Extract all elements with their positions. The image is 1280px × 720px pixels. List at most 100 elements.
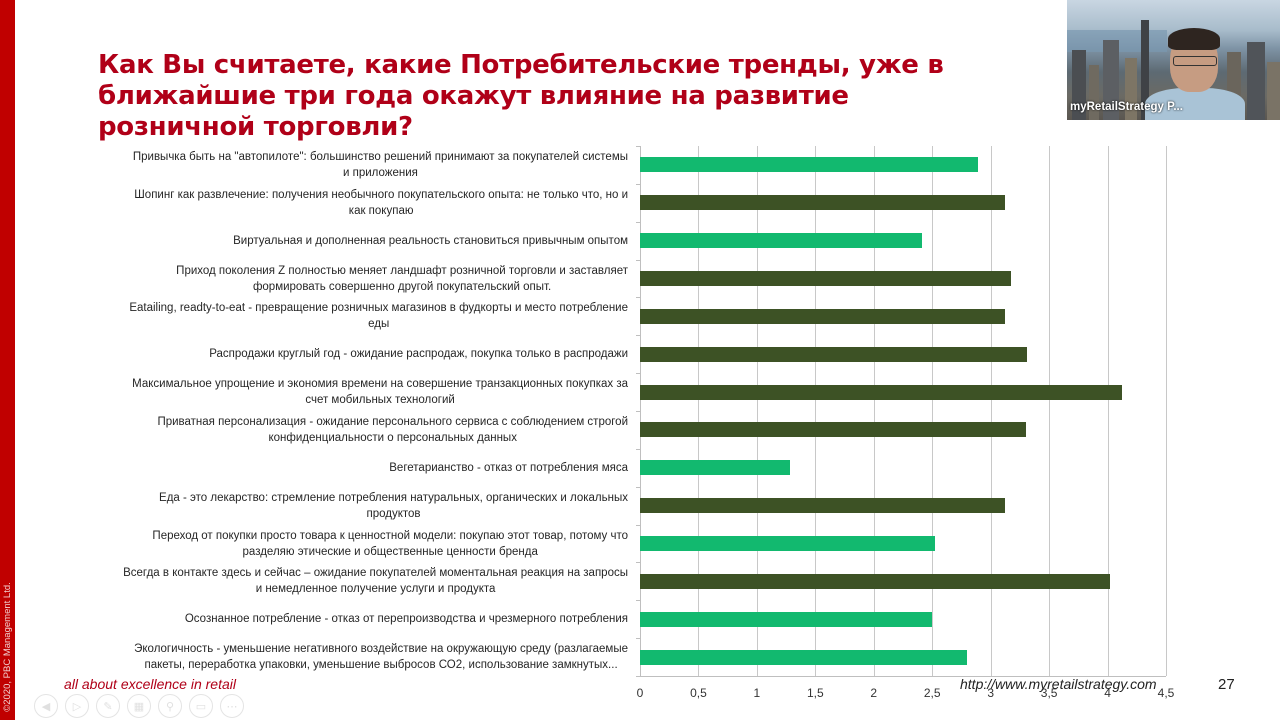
- category-label-text: Виртуальная и дополненная реальность ста…: [233, 234, 628, 247]
- category-label-text: Всегда в контакте здесь и сейчас – ожида…: [123, 567, 628, 596]
- category-label: Приватная персонализация - ожидание перс…: [80, 412, 628, 448]
- category-tick: [636, 221, 640, 223]
- bar: [640, 611, 933, 627]
- category-label: Всегда в контакте здесь и сейчас – ожида…: [80, 563, 628, 599]
- category-label-text: Приватная персонализация - ожидание перс…: [157, 415, 628, 444]
- webcam-background-building: [1072, 50, 1086, 120]
- category-tick: [636, 600, 640, 602]
- category-tick: [636, 562, 640, 564]
- gridline: [698, 146, 700, 676]
- webcam-background-building: [1089, 65, 1099, 120]
- bar: [640, 498, 1005, 514]
- more-options-icon[interactable]: ⋯: [220, 694, 244, 718]
- gridline: [873, 146, 875, 676]
- next-slide-icon[interactable]: ▷: [65, 694, 89, 718]
- category-tick: [636, 638, 640, 640]
- x-tick-label: 3: [987, 686, 994, 700]
- participant-name: myRetailStrategy P...: [1070, 101, 1183, 113]
- zoom-icon[interactable]: ⚲: [158, 694, 182, 718]
- subtitles-icon[interactable]: ▭: [189, 694, 213, 718]
- category-label: Шопинг как развлечение: получения необыч…: [80, 185, 628, 221]
- category-tick: [636, 448, 640, 450]
- category-label-text: Вегетарианство - отказ от потребления мя…: [389, 461, 628, 474]
- bar: [640, 157, 978, 173]
- x-tick-label: 3,5: [1040, 686, 1058, 700]
- bar: [640, 384, 1122, 400]
- category-tick: [636, 524, 640, 526]
- website-link[interactable]: http://www.myretailstrategy.com: [960, 676, 1157, 692]
- category-label: Eatailing, readty-to-eat - превращение р…: [80, 298, 628, 334]
- bar-chart-plot-area: 0 0,5 1 1,5 2 2,5 3 3,5 4 4,5: [636, 146, 1174, 700]
- gridline: [1049, 146, 1051, 676]
- category-tick: [636, 259, 640, 261]
- x-tick-label: 2,5: [923, 686, 941, 700]
- gridline: [756, 146, 758, 676]
- bar: [640, 346, 1027, 362]
- category-label-text: Шопинг как развлечение: получения необыч…: [134, 188, 628, 217]
- category-label: Вегетарианство - отказ от потребления мя…: [80, 450, 628, 486]
- webcam-thumbnail[interactable]: myRetailStrategy P...: [1067, 0, 1280, 120]
- x-tick-label: 0,5: [690, 686, 707, 700]
- x-tick-label: 2: [870, 686, 878, 700]
- participant-hair: [1168, 28, 1220, 50]
- category-label: Переход от покупки просто товара к ценно…: [80, 526, 628, 562]
- category-tick: [636, 297, 640, 299]
- category-tick: [636, 335, 640, 337]
- webcam-background-building: [1247, 42, 1265, 120]
- category-tick: [636, 411, 640, 412]
- category-label: Еда - это лекарство: стремление потребле…: [80, 488, 628, 524]
- pen-icon[interactable]: ✎: [96, 694, 120, 718]
- category-tick: [636, 183, 640, 185]
- category-tick: [636, 486, 640, 488]
- gridline: [990, 146, 992, 676]
- category-label: Привычка быть на "автопилоте": большинст…: [80, 147, 628, 183]
- x-tick-label: 0: [636, 686, 644, 700]
- tagline: all about excellence in retail: [64, 676, 236, 692]
- participant-body: [1145, 88, 1245, 120]
- category-label-text: Переход от покупки просто товара к ценно…: [152, 529, 628, 558]
- category-tick: [636, 373, 640, 375]
- copyright-text: ©2020, PBC Management Ltd.: [2, 582, 13, 712]
- bar: [640, 649, 968, 665]
- gridline: [815, 146, 817, 676]
- category-label: Экологичность - уменьшение негативного в…: [80, 639, 628, 675]
- category-label-text: Eatailing, readty-to-eat - превращение р…: [129, 302, 628, 331]
- presentation-controls: ◀ ▷ ✎ ▦ ⚲ ▭ ⋯: [34, 694, 244, 718]
- category-label-text: Приход поколения Z полностью меняет ланд…: [176, 264, 628, 293]
- left-accent-stripe: [0, 0, 15, 720]
- gridline: [1166, 146, 1167, 676]
- previous-slide-icon[interactable]: ◀: [34, 694, 58, 718]
- x-tick-label: 1,5: [806, 686, 824, 700]
- category-tick: [636, 676, 640, 677]
- bar: [640, 271, 1011, 286]
- x-tick-label: 1: [753, 686, 761, 700]
- category-label-text: Распродажи круглый год - ожидание распро…: [209, 348, 628, 361]
- bar: [640, 233, 922, 249]
- y-axis-line: [640, 146, 641, 676]
- x-tick-label: 4,5: [1157, 686, 1175, 700]
- category-label-text: Экологичность - уменьшение негативного в…: [134, 643, 628, 672]
- participant-glasses: [1173, 56, 1217, 66]
- slide-title: Как Вы считаете, какие Потребительские т…: [98, 50, 944, 142]
- x-tick-label: 4: [1104, 686, 1111, 700]
- category-label: Максимальное упрощение и экономия времен…: [80, 374, 628, 410]
- bar: [640, 308, 1005, 324]
- webcam-background-building: [1103, 40, 1119, 120]
- gridline: [1107, 146, 1109, 676]
- category-label: Осознанное потребление - отказ от перепр…: [80, 601, 628, 637]
- page-number: 27: [1218, 676, 1235, 693]
- bar: [640, 460, 790, 476]
- bar: [640, 536, 935, 551]
- x-axis-line: [640, 676, 1166, 677]
- bar: [640, 422, 1026, 438]
- category-label: Виртуальная и дополненная реальность ста…: [80, 223, 628, 259]
- webcam-background-building: [1141, 20, 1149, 120]
- bar: [640, 195, 1005, 211]
- slides-overview-icon[interactable]: ▦: [127, 694, 151, 718]
- category-label-text: Максимальное упрощение и экономия времен…: [132, 378, 628, 407]
- webcam-background-building: [1125, 58, 1137, 120]
- gridline: [932, 146, 934, 676]
- category-label: Распродажи круглый год - ожидание распро…: [80, 336, 628, 372]
- bar: [640, 573, 1110, 589]
- category-label-text: Еда - это лекарство: стремление потребле…: [159, 491, 628, 520]
